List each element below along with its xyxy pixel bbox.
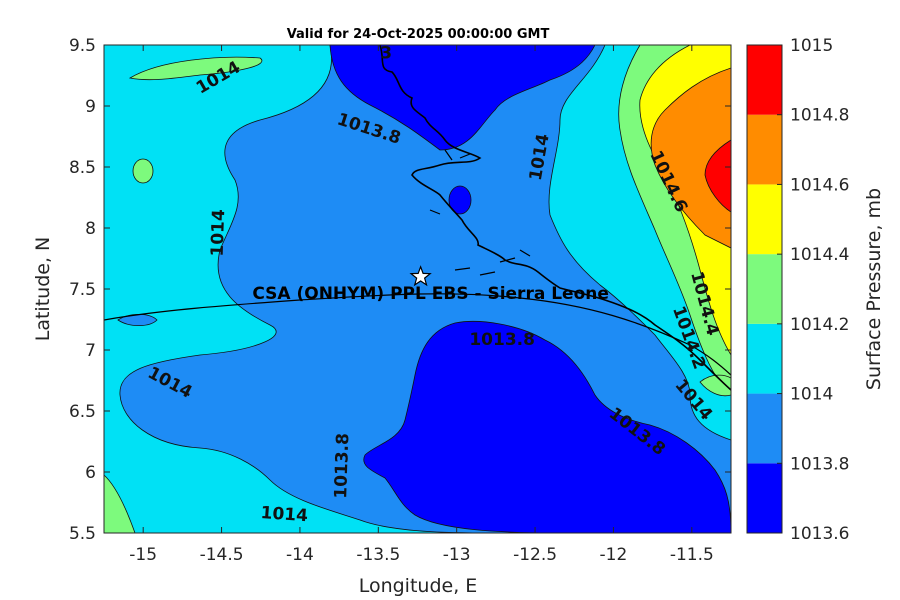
map-title: Valid for 24-Oct-2025 00:00:00 GMT xyxy=(287,27,550,42)
y-tick-label: 5.5 xyxy=(69,524,96,544)
x-tick-label: -14.5 xyxy=(200,545,244,565)
contour-label: 1014 xyxy=(208,209,230,257)
site-star-icon xyxy=(409,265,432,287)
contour-label: 3 xyxy=(380,44,392,64)
coastline-islands xyxy=(429,149,531,276)
coastline xyxy=(379,45,731,391)
colorbar-tick-label: 1014.4 xyxy=(790,245,849,265)
coastline-inner xyxy=(104,293,731,376)
contour-label: 1013.8 xyxy=(331,433,353,499)
y-axis-ticks: 5.5 6 6.5 7 7.5 8 8.5 9 9.5 xyxy=(69,36,731,544)
colorbar-tick-label: 1013.6 xyxy=(790,524,849,544)
y-tick-label: 6 xyxy=(85,463,96,483)
colorbar-segment xyxy=(747,184,782,255)
x-tick-label: -13 xyxy=(443,545,471,565)
band-green-east-small xyxy=(699,374,731,397)
y-tick-label: 8.5 xyxy=(69,158,96,178)
y-tick-label: 7 xyxy=(85,341,96,361)
y-tick-label: 6.5 xyxy=(69,402,96,422)
x-tick-label: -12 xyxy=(600,545,628,565)
y-tick-label: 7.5 xyxy=(69,280,96,300)
colorbar-tick-label: 1014.2 xyxy=(790,315,849,335)
x-tick-label: -13.5 xyxy=(356,545,400,565)
y-tick-label: 8 xyxy=(85,219,96,239)
band-orange-east xyxy=(650,67,731,249)
colorbar-segment xyxy=(747,323,782,394)
colorbar-tick-label: 1014.6 xyxy=(790,175,849,195)
colorbar-segment xyxy=(747,114,782,185)
colorbar-segment xyxy=(747,45,782,115)
band-red-east xyxy=(704,139,731,213)
contour-label: 1014 xyxy=(260,503,309,526)
x-tick-label: -14 xyxy=(286,545,314,565)
x-axis-label: Longitude, E xyxy=(359,575,478,597)
band-green-west-cell xyxy=(132,158,154,184)
band-darkblue-north xyxy=(329,45,596,151)
band-green-nw xyxy=(128,56,263,81)
colorbar-tick-label: 1013.8 xyxy=(790,454,849,474)
colorbar-ticks: 1013.6 1013.8 1014 1014.2 1014.4 1014.6 1014.8… xyxy=(777,36,849,544)
contour-label: 1013.8 xyxy=(469,330,535,350)
colorbar-segment xyxy=(747,254,782,324)
x-tick-label: -11.5 xyxy=(670,545,714,565)
colorbar xyxy=(747,45,782,533)
y-tick-label: 9 xyxy=(85,97,96,117)
y-tick-label: 9.5 xyxy=(69,36,96,56)
colorbar-segment xyxy=(747,463,782,533)
band-darkblue-cell xyxy=(448,185,472,215)
site-label: CSA (ONHYM) PPL EBS - Sierra Leone xyxy=(252,284,609,304)
colorbar-label: Surface Pressure, mb xyxy=(863,188,885,390)
x-tick-label: -12.5 xyxy=(513,545,557,565)
y-axis-label: Latitude, N xyxy=(32,237,54,342)
colorbar-segment xyxy=(747,393,782,464)
x-tick-label: -15 xyxy=(129,545,157,565)
x-axis-ticks: -15 -14.5 -14 -13.5 -13 -12.5 -12 -11.5 xyxy=(129,45,714,565)
colorbar-tick-label: 1014 xyxy=(790,385,833,405)
colorbar-tick-label: 1014.8 xyxy=(790,106,849,126)
colorbar-tick-label: 1015 xyxy=(790,36,833,56)
colorbar-frame xyxy=(746,44,783,534)
contour-field: 10141013.8101410141014.61014.41014.21014… xyxy=(104,44,731,533)
band-darkblue-south xyxy=(363,321,731,533)
